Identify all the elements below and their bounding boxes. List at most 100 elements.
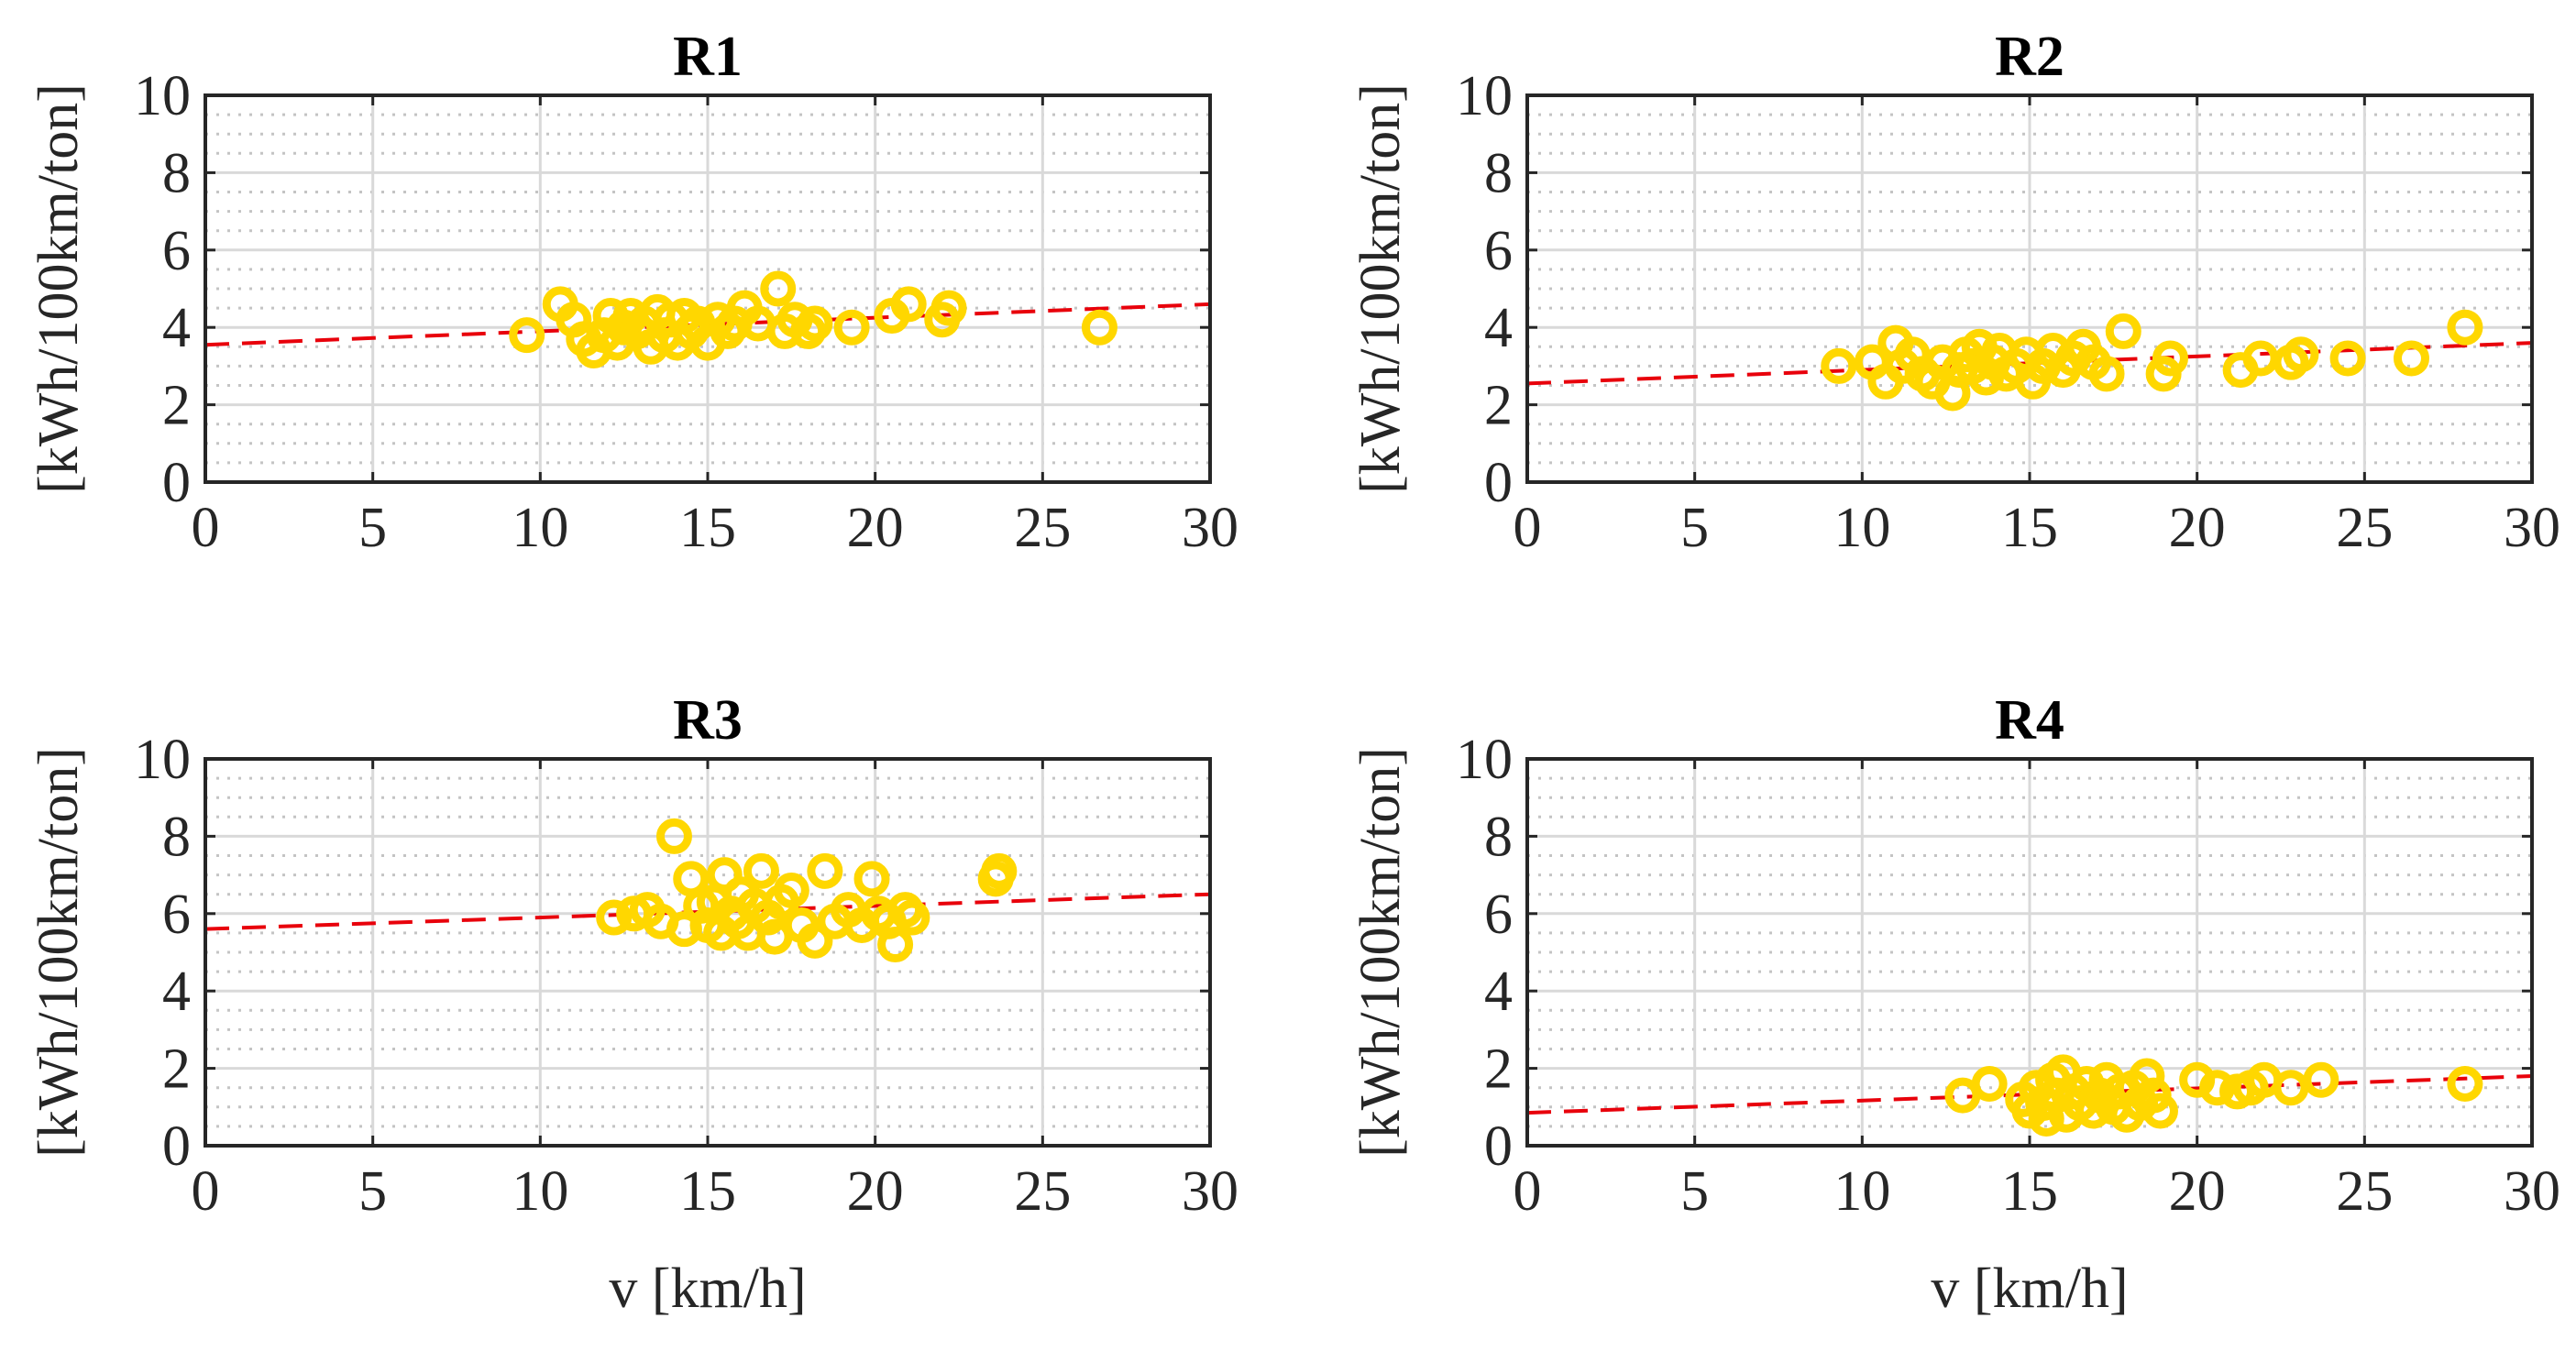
- x-tick-label: 30: [1182, 497, 1238, 559]
- x-tick-label: 20: [2169, 497, 2226, 559]
- y-tick-label: 0: [1484, 452, 1513, 514]
- fit-line: [1526, 1074, 2533, 1115]
- chart-title: R4: [1995, 689, 2064, 752]
- y-tick-label: 6: [1484, 220, 1513, 282]
- data-point: [853, 861, 890, 897]
- fit-line: [204, 302, 1211, 347]
- x-tick-label: 20: [847, 497, 904, 559]
- fit-line: [1526, 341, 2533, 386]
- y-tick-label: 10: [134, 729, 191, 791]
- x-tick-label: 15: [679, 497, 736, 559]
- data-point: [2283, 336, 2319, 373]
- data-point: [2199, 1070, 2236, 1106]
- x-tick-label: 25: [2336, 497, 2393, 559]
- x-axis-label: v [km/h]: [609, 1258, 806, 1320]
- data-point: [877, 927, 914, 963]
- data-point: [797, 305, 833, 342]
- x-tick-label: 15: [2001, 1160, 2058, 1223]
- y-axis-label: [kWh/100km/ton]: [1349, 747, 1412, 1158]
- y-tick-label: 8: [162, 806, 191, 868]
- y-tick-label: 2: [162, 1038, 191, 1101]
- y-tick-label: 8: [1484, 142, 1513, 204]
- data-point: [773, 872, 809, 908]
- chart-title: R1: [673, 26, 743, 88]
- data-point: [655, 818, 692, 854]
- x-tick-label: 0: [1514, 497, 1542, 559]
- y-tick-label: 0: [162, 1115, 191, 1178]
- data-point: [2105, 313, 2141, 349]
- data-point: [1081, 309, 1117, 346]
- x-tick-label: 0: [192, 497, 220, 559]
- x-tick-label: 15: [679, 1160, 736, 1223]
- y-tick-label: 10: [134, 65, 191, 127]
- data-point: [2152, 340, 2188, 377]
- axes-box: [1525, 757, 2534, 1148]
- y-tick-label: 2: [162, 375, 191, 437]
- x-tick-label: 0: [192, 1160, 220, 1223]
- y-tick-label: 4: [1484, 297, 1513, 359]
- data-point: [2447, 1065, 2483, 1102]
- x-tick-label: 25: [1014, 497, 1071, 559]
- x-tick-label: 5: [1680, 1160, 1709, 1223]
- y-tick-label: 4: [162, 961, 191, 1023]
- x-tick-label: 5: [358, 1160, 387, 1223]
- data-point: [2329, 340, 2366, 377]
- data-point: [2393, 340, 2429, 377]
- data-point: [797, 922, 833, 959]
- y-tick-label: 10: [1456, 729, 1513, 791]
- y-tick-label: 2: [1484, 375, 1513, 437]
- x-axis-label: v [km/h]: [1931, 1258, 2128, 1320]
- x-tick-label: 30: [1182, 1160, 1238, 1223]
- x-tick-label: 0: [1514, 1160, 1542, 1223]
- data-point: [2141, 1093, 2178, 1129]
- x-tick-label: 15: [2001, 497, 2058, 559]
- data-point: [596, 899, 633, 936]
- y-tick-label: 0: [1484, 1115, 1513, 1178]
- axes-box: [204, 93, 1212, 484]
- data-point: [890, 286, 927, 323]
- x-tick-label: 20: [847, 1160, 904, 1223]
- data-point: [807, 852, 843, 889]
- y-axis-label: [kWh/100km/ton]: [1349, 83, 1412, 494]
- y-tick-label: 10: [1456, 65, 1513, 127]
- y-tick-label: 2: [1484, 1038, 1513, 1101]
- fit-line: [204, 892, 1211, 931]
- y-tick-label: 6: [162, 884, 191, 946]
- x-tick-label: 25: [2336, 1160, 2393, 1223]
- y-axis-label: [kWh/100km/ton]: [28, 747, 90, 1158]
- y-tick-label: 4: [1484, 961, 1513, 1023]
- axes-box: [1525, 93, 2534, 484]
- x-tick-label: 5: [1680, 497, 1709, 559]
- x-tick-label: 10: [1833, 497, 1890, 559]
- y-tick-label: 6: [162, 220, 191, 282]
- data-point: [2273, 1070, 2309, 1106]
- x-tick-label: 10: [512, 497, 568, 559]
- data-point: [1971, 1065, 2008, 1102]
- data-point: [930, 290, 967, 326]
- data-point: [833, 309, 870, 346]
- x-tick-label: 5: [358, 497, 387, 559]
- y-tick-label: 0: [162, 452, 191, 514]
- x-tick-label: 10: [1833, 1160, 1890, 1223]
- x-tick-label: 30: [2504, 1160, 2560, 1223]
- x-tick-label: 30: [2504, 497, 2560, 559]
- data-point: [894, 899, 930, 936]
- data-point: [981, 852, 1018, 889]
- axes-box: [204, 757, 1212, 1148]
- data-point: [2088, 356, 2125, 392]
- chart-title: R3: [673, 689, 743, 752]
- x-tick-label: 20: [2169, 1160, 2226, 1223]
- y-axis-label: [kWh/100km/ton]: [28, 83, 90, 494]
- data-point: [509, 317, 545, 354]
- data-point: [743, 852, 779, 889]
- data-point: [2303, 1061, 2339, 1098]
- data-point: [1821, 347, 1857, 384]
- data-point: [2129, 1058, 2165, 1094]
- y-tick-label: 6: [1484, 884, 1513, 946]
- y-tick-label: 8: [162, 142, 191, 204]
